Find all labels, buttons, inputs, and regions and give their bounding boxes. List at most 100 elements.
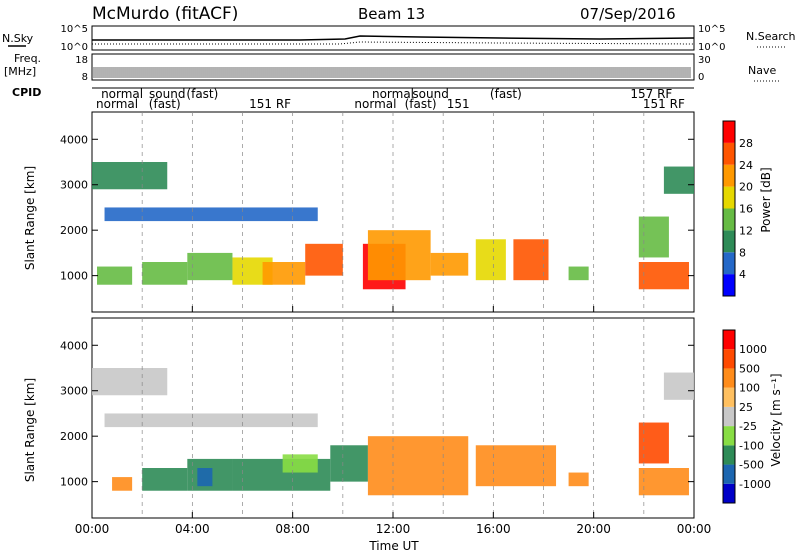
colorbar-tick-5: -100 [739, 439, 764, 452]
colorbar-swatch-6 [723, 142, 735, 165]
data-patch-8 [475, 445, 557, 487]
power-panel: 1000 2000 3000 4000 [60, 111, 695, 313]
colorbar-swatch-2 [723, 445, 735, 465]
cpid-label-row1-2: (fast) [186, 87, 218, 101]
nsearch-label: N.Search [746, 30, 796, 43]
data-patch-12 [638, 262, 689, 290]
cpid-label-row2-6: 151 RF [643, 97, 685, 111]
colorbar-swatch-7 [723, 121, 735, 143]
noise-tick-left-top: 10^5 [61, 24, 88, 35]
x-tick-label-1: 04:00 [175, 522, 210, 536]
y-tick-label-0: 1000 [60, 270, 88, 283]
data-patch-0 [112, 477, 133, 491]
noise-tick-left-bottom: 10^0 [61, 42, 88, 53]
velocity-colorbar-title: Velocity [m s⁻¹] [769, 373, 783, 466]
colorbar-tick-2: 100 [739, 382, 760, 395]
colorbar-tick-6: -500 [739, 459, 764, 472]
cpid-label-row1-3: normal [372, 87, 414, 101]
cpid-label-row2-3: normal [354, 97, 396, 111]
x-axis-label: Time UT [368, 539, 419, 553]
colorbar-tick-7: -1000 [739, 478, 771, 491]
y-tick-label-0: 1000 [60, 476, 88, 489]
station-title: McMurdo (fitACF) [92, 4, 238, 24]
cpid-label-row2-2: 151 RF [249, 97, 291, 111]
data-patch-11 [568, 266, 589, 281]
x-tick-label-3: 12:00 [376, 522, 411, 536]
velocity-colorbar: 1000 500 100 25 -25 -100 -500 -1000 [722, 329, 771, 504]
colorbar-swatch-8 [723, 330, 735, 350]
colorbar-tick-4: -25 [739, 420, 757, 433]
data-patch-6 [330, 445, 368, 482]
data-patch-7 [367, 436, 469, 496]
data-patch-2 [187, 252, 233, 281]
cpid-label-row1-4: sound [412, 87, 448, 101]
power-ylabel: Slant Range [km] [23, 166, 37, 270]
data-patch-9 [568, 472, 589, 487]
data-patch-15 [92, 162, 168, 190]
data-patch-1 [142, 468, 188, 491]
freq-tick-bottom: 8 [82, 72, 88, 83]
x-tick-label-6: 00:00 [677, 522, 712, 536]
nsky-label: N.Sky [2, 32, 34, 45]
colorbar-tick-0: 28 [739, 137, 753, 150]
colorbar-frame [722, 120, 736, 297]
colorbar-tick-6: 4 [739, 268, 746, 281]
freq-tick-top: 18 [75, 55, 88, 66]
data-patch-14 [104, 207, 318, 222]
data-patch-16 [663, 166, 694, 194]
x-tick-label-2: 08:00 [275, 522, 310, 536]
y-tick-label-3: 4000 [60, 339, 88, 352]
cpid-label-row1-0: normal [101, 87, 143, 101]
data-patch-10 [638, 468, 689, 496]
colorbar-swatch-3 [723, 426, 735, 446]
colorbar-tick-3: 16 [739, 203, 753, 216]
freq-unit: [MHz] [4, 65, 36, 78]
nave-label: Nave [748, 64, 776, 77]
colorbar-swatch-3 [723, 208, 735, 231]
nave-tick-bottom: 0 [698, 72, 704, 83]
colorbar-tick-1: 24 [739, 159, 753, 172]
data-patch-4 [262, 262, 306, 285]
data-patch-10 [513, 239, 549, 281]
nave-tick-top: 30 [698, 55, 711, 66]
beam-title: Beam 13 [358, 5, 425, 23]
data-patch-9 [475, 239, 506, 281]
colorbar-swatch-1 [723, 464, 735, 484]
velocity-ylabel: Slant Range [km] [23, 378, 37, 482]
colorbar-swatch-7 [723, 349, 735, 369]
x-tick-label-0: 00:00 [75, 522, 110, 536]
data-patch-13 [92, 368, 168, 396]
noise-tick-right-bottom: 10^0 [698, 42, 725, 53]
colorbar-swatch-5 [723, 387, 735, 407]
cpid-label-row2-5: 151 [447, 97, 470, 111]
cpid-label-row1-1: sound [149, 87, 185, 101]
x-tick-label-4: 16:00 [476, 522, 511, 536]
colorbar-swatch-6 [723, 368, 735, 388]
noise-sky-line [92, 35, 695, 41]
colorbar-tick-4: 12 [739, 224, 753, 237]
data-patch-11 [638, 422, 669, 464]
freq-data [91, 67, 691, 78]
cpid-label: CPID [12, 86, 41, 99]
cpid-label-row2-1: (fast) [149, 97, 181, 111]
cpid-label-row2-0: normal [96, 97, 138, 111]
cpid-label-row2-4: (fast) [405, 97, 437, 111]
colorbar-swatch-1 [723, 252, 735, 275]
data-patch-1 [142, 262, 188, 285]
noise-tick-right-top: 10^5 [698, 24, 725, 35]
data-patch-14 [663, 372, 694, 400]
data-patch-13 [638, 216, 669, 258]
data-patch-8 [430, 252, 469, 276]
velocity-panel: 1000 2000 3000 4000 00:00 04:00 08:00 12:00 16:0… [60, 317, 712, 536]
colorbar-frame [722, 329, 736, 504]
data-patch-5 [282, 454, 318, 473]
colorbar-swatch-0 [723, 274, 735, 296]
data-patch-12 [104, 413, 318, 428]
x-tick-label-5: 20:00 [576, 522, 611, 536]
cpid-label-row1-5: (fast) [490, 87, 522, 101]
y-tick-label-3: 4000 [60, 133, 88, 146]
power-colorbar: 28 24 20 16 12 8 4 [722, 120, 753, 297]
freq-label: Freq. [14, 52, 41, 65]
